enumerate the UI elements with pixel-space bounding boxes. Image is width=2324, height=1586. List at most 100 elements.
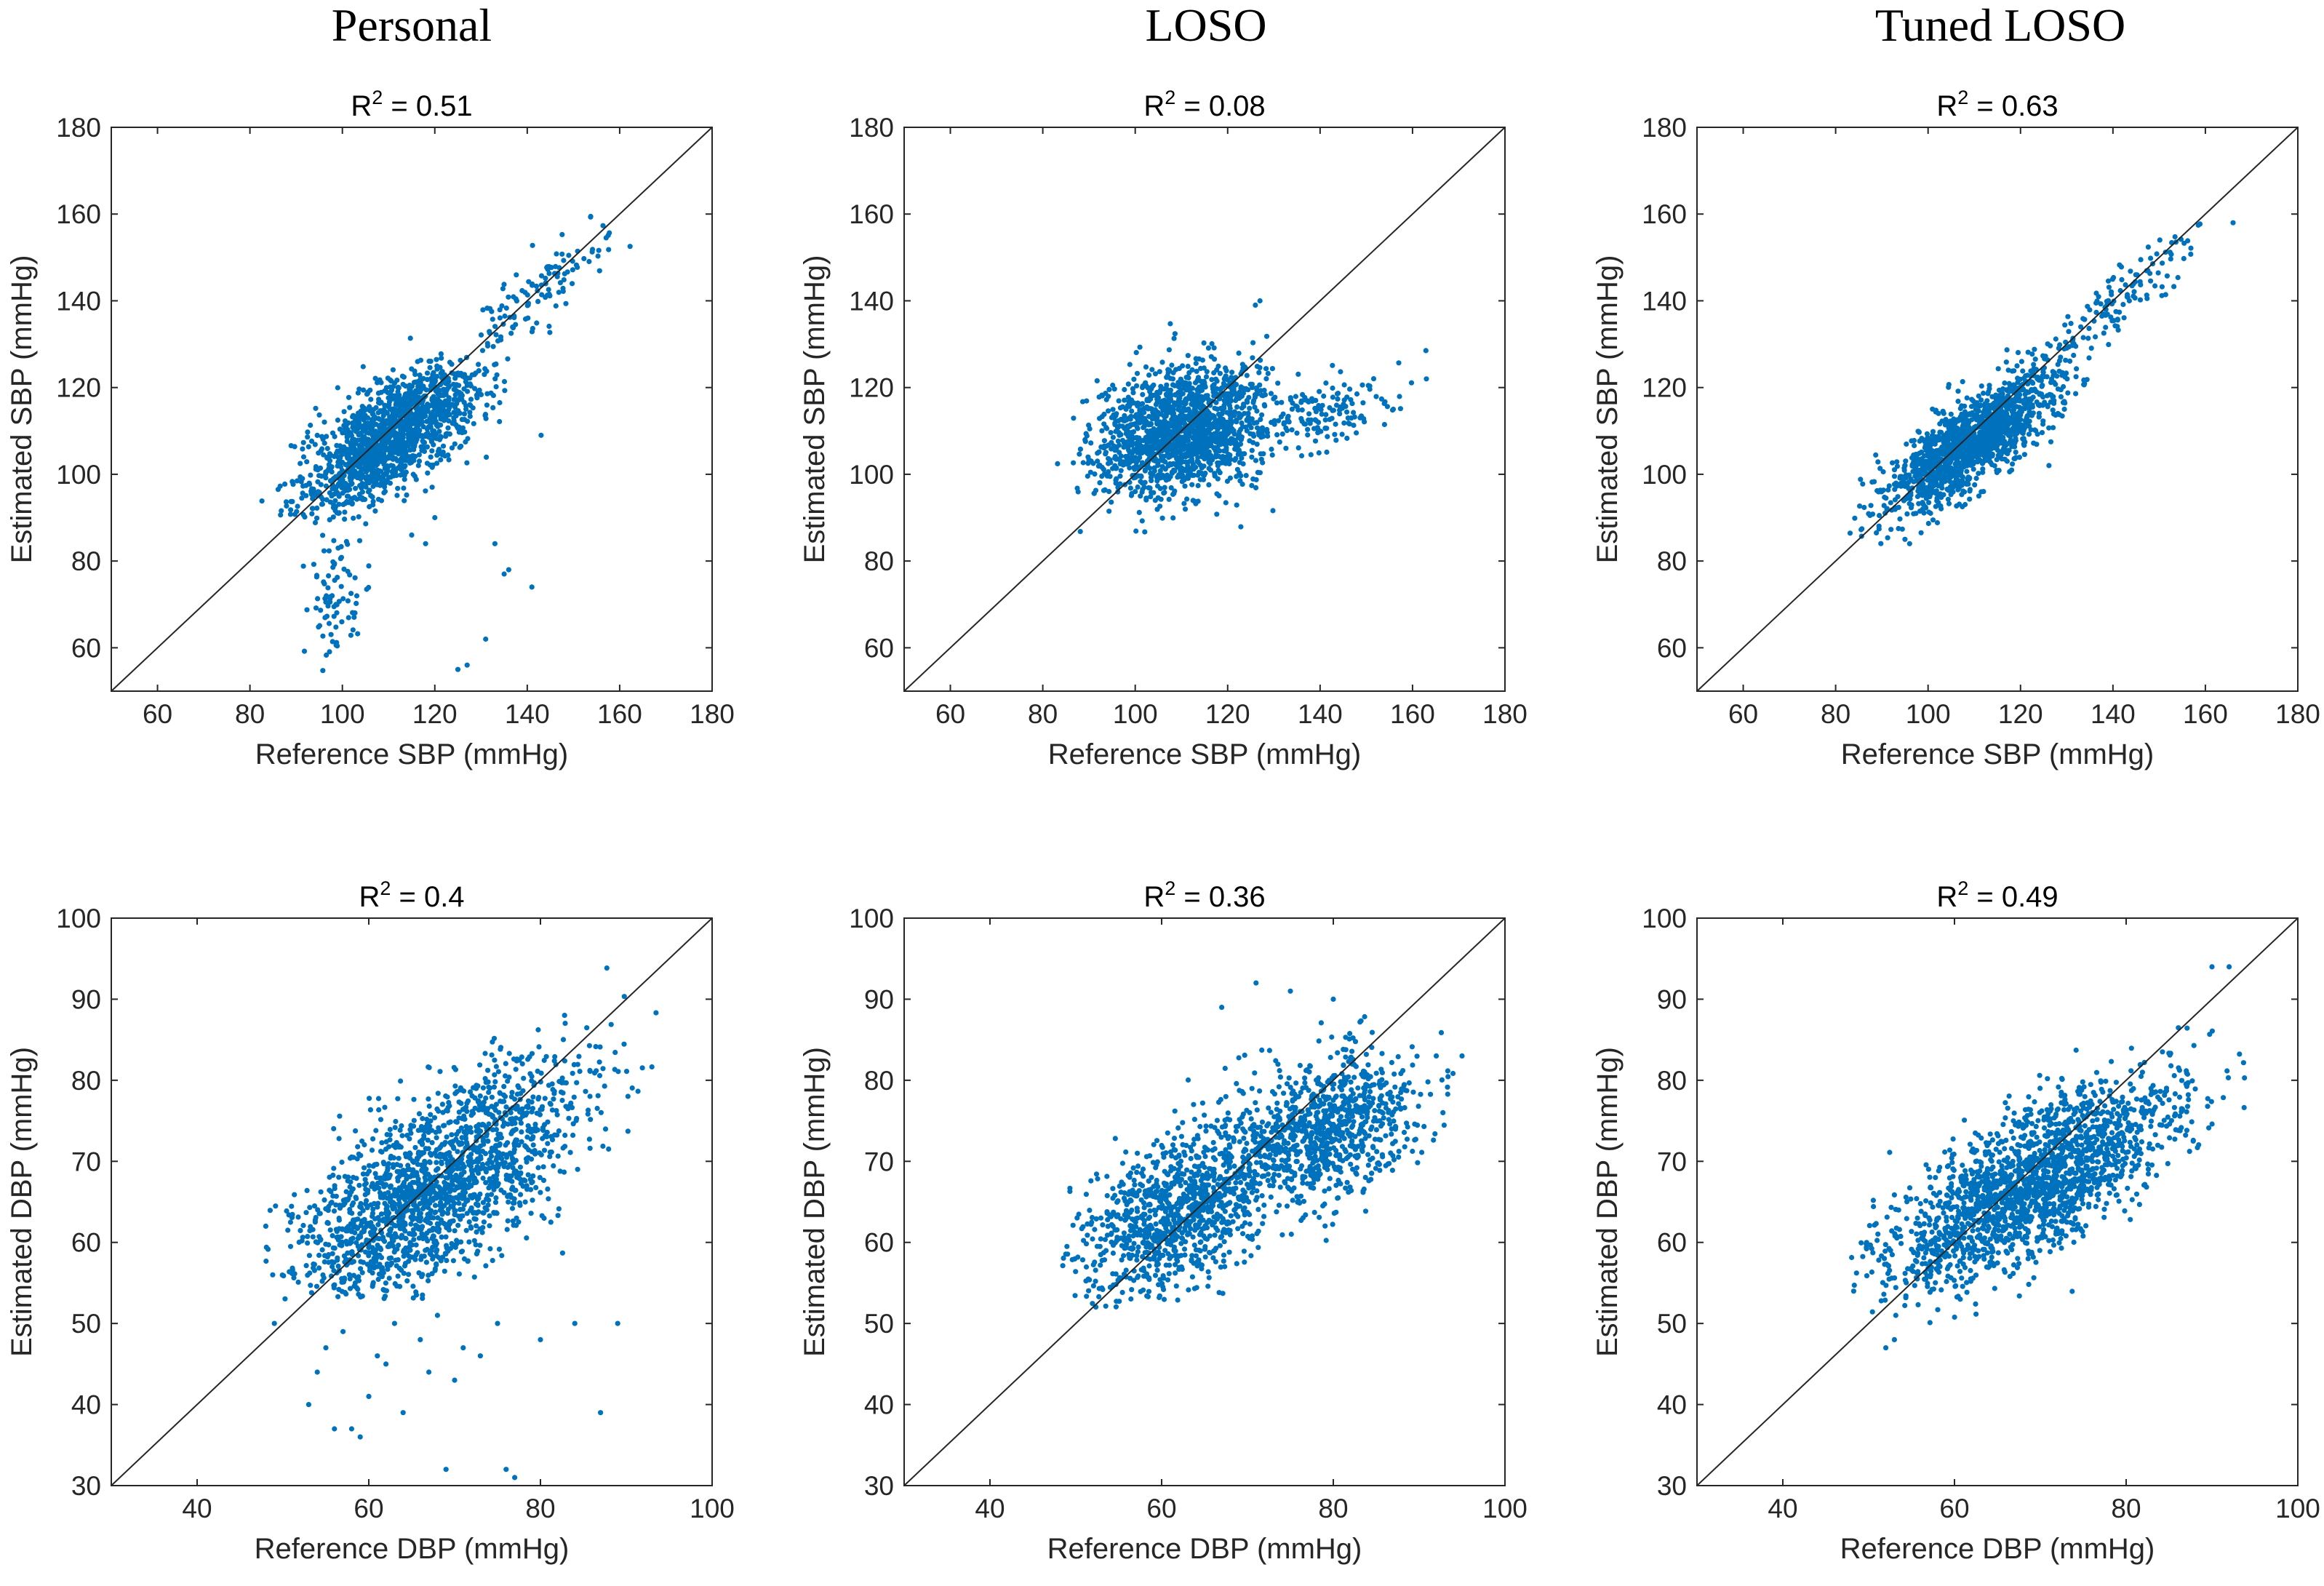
data-point <box>492 376 498 382</box>
data-point <box>1113 480 1119 486</box>
data-point <box>388 432 394 438</box>
data-point <box>500 286 506 292</box>
data-point <box>1999 456 2005 462</box>
data-point <box>490 343 496 349</box>
data-point <box>417 383 423 388</box>
data-point <box>322 419 327 425</box>
data-point <box>324 434 330 439</box>
data-point <box>484 306 490 311</box>
data-point <box>468 383 474 389</box>
outlier-point <box>538 432 544 438</box>
data-point <box>1298 453 1305 459</box>
data-point <box>447 383 452 389</box>
data-point <box>1114 425 1120 431</box>
data-point <box>1189 482 1195 487</box>
data-point <box>1209 377 1215 383</box>
data-point <box>1162 434 1167 439</box>
data-point <box>339 619 345 625</box>
data-point <box>543 275 548 282</box>
data-point <box>1197 462 1204 469</box>
data-point <box>1161 386 1167 392</box>
outlier-point <box>492 541 498 546</box>
data-point <box>359 485 364 491</box>
data-point <box>1125 445 1130 450</box>
data-point <box>1195 425 1201 431</box>
data-point <box>1312 438 1319 444</box>
data-point <box>436 429 442 434</box>
data-point <box>1175 420 1181 426</box>
y-tick-label: 100 <box>56 460 101 490</box>
data-point <box>1170 515 1176 521</box>
data-point <box>323 469 329 475</box>
data-point <box>1186 447 1191 453</box>
data-point <box>1237 435 1242 441</box>
data-point <box>1408 380 1415 386</box>
axes-frame <box>111 127 713 692</box>
data-point <box>319 501 325 507</box>
data-point <box>1952 454 1958 460</box>
data-point <box>501 378 508 385</box>
data-point <box>1117 432 1122 438</box>
data-point <box>1918 467 1924 473</box>
data-point <box>420 407 426 414</box>
data-point <box>436 391 442 396</box>
data-point <box>1969 417 1975 423</box>
data-point <box>2053 381 2059 387</box>
data-point <box>1226 402 1233 409</box>
data-point <box>1295 445 1301 451</box>
data-point <box>1888 500 1893 506</box>
outlier-point <box>423 541 428 546</box>
data-point <box>1122 386 1127 393</box>
data-point <box>1099 464 1105 471</box>
data-point <box>351 468 356 474</box>
data-point <box>1106 461 1111 466</box>
data-point <box>301 648 308 654</box>
data-point <box>1201 340 1207 346</box>
data-point <box>1339 431 1345 437</box>
data-point <box>399 402 405 407</box>
data-point <box>1919 436 1925 442</box>
data-point <box>2073 391 2079 396</box>
data-point <box>1200 477 1207 482</box>
data-point <box>1251 420 1257 426</box>
data-point <box>510 325 516 331</box>
data-point <box>358 470 364 476</box>
data-point <box>1194 378 1200 383</box>
data-point <box>1129 455 1135 461</box>
data-point <box>330 430 336 436</box>
outlier-point <box>455 666 461 672</box>
data-point <box>484 368 490 374</box>
data-point <box>1249 447 1255 453</box>
data-point <box>432 410 438 415</box>
data-point <box>1133 350 1139 356</box>
data-point <box>356 386 362 392</box>
data-point <box>502 388 508 394</box>
data-point <box>332 498 338 503</box>
data-point <box>1973 407 1978 413</box>
data-point <box>1274 432 1280 438</box>
data-point <box>453 371 459 377</box>
data-point <box>1184 374 1190 380</box>
data-point <box>416 458 423 464</box>
data-point <box>1913 451 1919 458</box>
x-axis-label: Reference SBP (mmHg) <box>1048 738 1362 770</box>
data-point <box>1206 482 1212 488</box>
data-point <box>1117 405 1123 411</box>
data-point <box>1229 370 1235 375</box>
data-point <box>312 442 318 447</box>
data-point <box>2003 359 2009 365</box>
data-point <box>1177 413 1183 419</box>
data-point <box>333 474 339 479</box>
data-point <box>1144 398 1150 404</box>
data-point <box>346 615 351 621</box>
data-point <box>1142 479 1148 485</box>
data-point <box>338 583 344 589</box>
data-point <box>1141 425 1146 431</box>
data-point <box>1344 409 1350 415</box>
data-point <box>1361 416 1367 422</box>
data-point <box>353 441 359 447</box>
data-point <box>1149 367 1155 372</box>
data-point <box>1209 340 1215 347</box>
data-point <box>1318 407 1324 413</box>
data-point <box>1960 379 1965 385</box>
